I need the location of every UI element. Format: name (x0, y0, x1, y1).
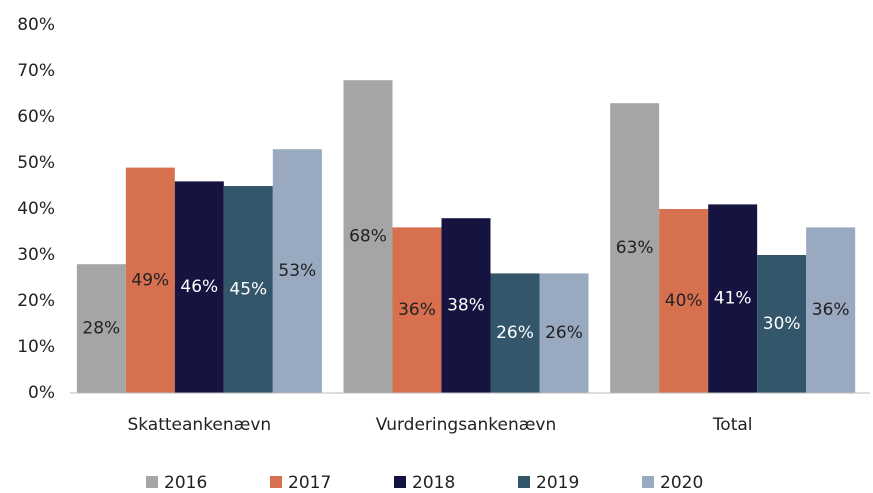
bar (490, 273, 540, 393)
bar (272, 149, 322, 393)
value-label: 63% (616, 238, 654, 258)
bar (76, 264, 126, 393)
legend-swatch (394, 476, 406, 488)
bar (708, 204, 758, 393)
legend-label: 2016 (164, 473, 207, 493)
value-label: 28% (82, 319, 120, 339)
value-label: 41% (714, 289, 752, 309)
y-tick-label: 50% (17, 153, 55, 173)
bar (392, 227, 442, 393)
bar (343, 80, 393, 393)
bar (610, 103, 660, 393)
legend-swatch (642, 476, 654, 488)
y-tick-label: 30% (17, 245, 55, 265)
x-tick-label: Vurderingsankenævn (376, 415, 557, 435)
y-tick-label: 70% (17, 61, 55, 81)
value-label: 26% (545, 323, 583, 343)
bar (659, 209, 709, 393)
legend-label: 2018 (412, 473, 455, 493)
bar (441, 218, 491, 393)
legend-label: 2019 (536, 473, 579, 493)
value-label: 68% (349, 227, 387, 247)
y-tick-label: 20% (17, 291, 55, 311)
legend-swatch (146, 476, 158, 488)
y-tick-label: 10% (17, 337, 55, 357)
bar (757, 255, 807, 393)
value-label: 53% (278, 261, 316, 281)
bar (806, 227, 856, 393)
bar (539, 273, 589, 393)
legend-swatch (270, 476, 282, 488)
value-label: 38% (447, 296, 485, 316)
bar (174, 181, 224, 393)
x-tick-label: Skatteankenævn (127, 415, 271, 435)
y-tick-label: 80% (17, 15, 55, 35)
bar (125, 167, 175, 393)
legend-swatch (518, 476, 530, 488)
value-label: 40% (665, 291, 703, 311)
value-label: 45% (229, 280, 267, 300)
y-tick-label: 60% (17, 107, 55, 127)
y-tick-label: 0% (28, 383, 55, 403)
bar (223, 186, 273, 393)
value-label: 26% (496, 323, 534, 343)
value-label: 49% (131, 270, 169, 290)
y-tick-label: 40% (17, 199, 55, 219)
legend-label: 2017 (288, 473, 331, 493)
x-tick-label: Total (712, 415, 753, 435)
value-label: 36% (398, 300, 436, 320)
value-label: 30% (763, 314, 801, 334)
legend-label: 2020 (660, 473, 703, 493)
value-label: 46% (180, 277, 218, 297)
value-label: 36% (812, 300, 850, 320)
